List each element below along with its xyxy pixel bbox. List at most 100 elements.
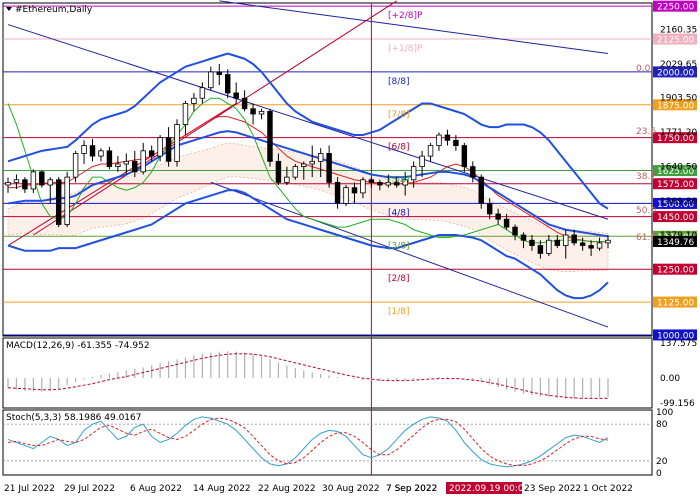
price-axis-tick: 1771.20 [660, 128, 697, 138]
stoch-axis-tick: 100 [656, 408, 673, 418]
current-price-tag [653, 236, 697, 247]
candle-body [563, 234, 569, 246]
price-level-tag [653, 132, 697, 144]
candle-body [148, 150, 155, 157]
candle-body [13, 179, 20, 183]
macd-title: MACD(12,26,9) -61.355 -74.952 [6, 341, 150, 351]
chart-dropdown-icon[interactable] [6, 7, 12, 11]
time-axis-tick: 7 Sep 2022 [386, 484, 437, 494]
candle-body [132, 160, 138, 173]
candle-body [605, 239, 611, 244]
candle-body [182, 103, 189, 125]
stoch-line [7, 417, 609, 467]
candle-body [402, 179, 408, 186]
candle-body [309, 160, 315, 165]
candle-body [579, 242, 586, 246]
price-level-tag [653, 66, 697, 78]
price-axis-tick: 1509.80 [660, 197, 697, 207]
price-level-label: 1625.00 [657, 167, 694, 177]
candle-body [301, 163, 307, 168]
stoch-axis-tick: 80 [656, 420, 668, 430]
current-price-label: 1349.76 [657, 238, 694, 248]
candle-body [394, 181, 400, 186]
price-level-label: 2125.00 [657, 36, 694, 46]
price-axis-tick: 1640.50 [660, 162, 697, 172]
candle-body [98, 150, 104, 157]
candle-body [461, 145, 468, 168]
price-level-label: 1250.00 [657, 266, 694, 276]
candle-body [64, 176, 70, 225]
candle-body [55, 179, 62, 225]
time-axis-tick: 30 Aug 2022 [322, 484, 380, 494]
price-level-label: 1500.00 [657, 200, 694, 210]
price-level-label: 2000.00 [657, 68, 694, 78]
murrey-level-label: [2/8] [388, 274, 410, 284]
candle-body [478, 176, 484, 204]
stoch-axis-tick: 0 [656, 469, 662, 479]
candle-body [360, 179, 366, 194]
candle-body [275, 160, 282, 183]
candle-body [419, 155, 425, 168]
candle-body [174, 124, 180, 162]
candle-body [267, 110, 273, 162]
fib-level-label: 61.8 [636, 233, 656, 243]
candle-body [165, 137, 172, 162]
price-series-line [7, 52, 609, 210]
candle-body [596, 242, 603, 249]
candle-body [529, 239, 535, 246]
murrey-level-label: [5/8] [388, 176, 410, 186]
candle-body [470, 166, 476, 178]
candle-body [208, 71, 214, 89]
candle-body [444, 134, 451, 141]
candle-body [453, 139, 459, 146]
candle-body [106, 150, 113, 168]
time-axis-tick: 21 Jul 2022 [4, 484, 55, 494]
trend-line [7, 24, 609, 220]
price-level-tag [653, 296, 697, 308]
date-marker-label: 2022.09.19 00:00 [449, 484, 530, 494]
candle-body [554, 239, 561, 246]
candle-body [292, 166, 299, 178]
stoch-axis-tick: 20 [656, 457, 668, 467]
candle-body [5, 181, 11, 186]
candle-body [410, 166, 417, 181]
time-axis-tick: 14 Aug 2022 [193, 484, 251, 494]
candle-body [216, 71, 222, 75]
stoch-line [7, 416, 609, 468]
date-marker-tag [446, 482, 522, 494]
price-level-label: 1125.00 [657, 299, 694, 309]
candle-body [241, 97, 248, 110]
candle-body [503, 218, 510, 228]
candle-body [224, 74, 231, 94]
murrey-level-label: [4/8] [388, 208, 410, 218]
candle-body [115, 163, 121, 168]
macd-axis-tick: 0.00 [660, 374, 680, 384]
price-series-line [7, 97, 608, 244]
candle-body [520, 234, 527, 241]
price-level-tag [653, 99, 697, 111]
candle-body [22, 179, 28, 190]
murrey-level-label: [1/8] [388, 307, 410, 317]
price-level-tag [653, 197, 697, 209]
candle-body [368, 179, 375, 183]
price-axis-tick: 2160.35 [660, 26, 697, 36]
candle-body [588, 245, 594, 249]
time-axis-tick: 22 Aug 2022 [258, 484, 316, 494]
time-axis-tick: 7 Sep 2022 [386, 484, 437, 494]
candle-body [537, 245, 544, 254]
time-axis-tick: 29 Jul 2022 [64, 484, 115, 494]
fib-level-label: 23.6 [636, 127, 656, 137]
candle-body [571, 234, 577, 244]
candle-body [326, 153, 332, 183]
candle-body [495, 213, 501, 220]
candle-body [89, 145, 96, 157]
price-level-label: 2250.00 [657, 3, 694, 13]
price-level-label: 1575.00 [657, 180, 694, 190]
macd-pane [2, 337, 653, 409]
candle-body [284, 176, 290, 183]
price-level-tag [653, 0, 697, 12]
fib-level-label: 0.0 [636, 64, 651, 74]
candle-body [199, 87, 206, 99]
candle-body [377, 181, 383, 186]
